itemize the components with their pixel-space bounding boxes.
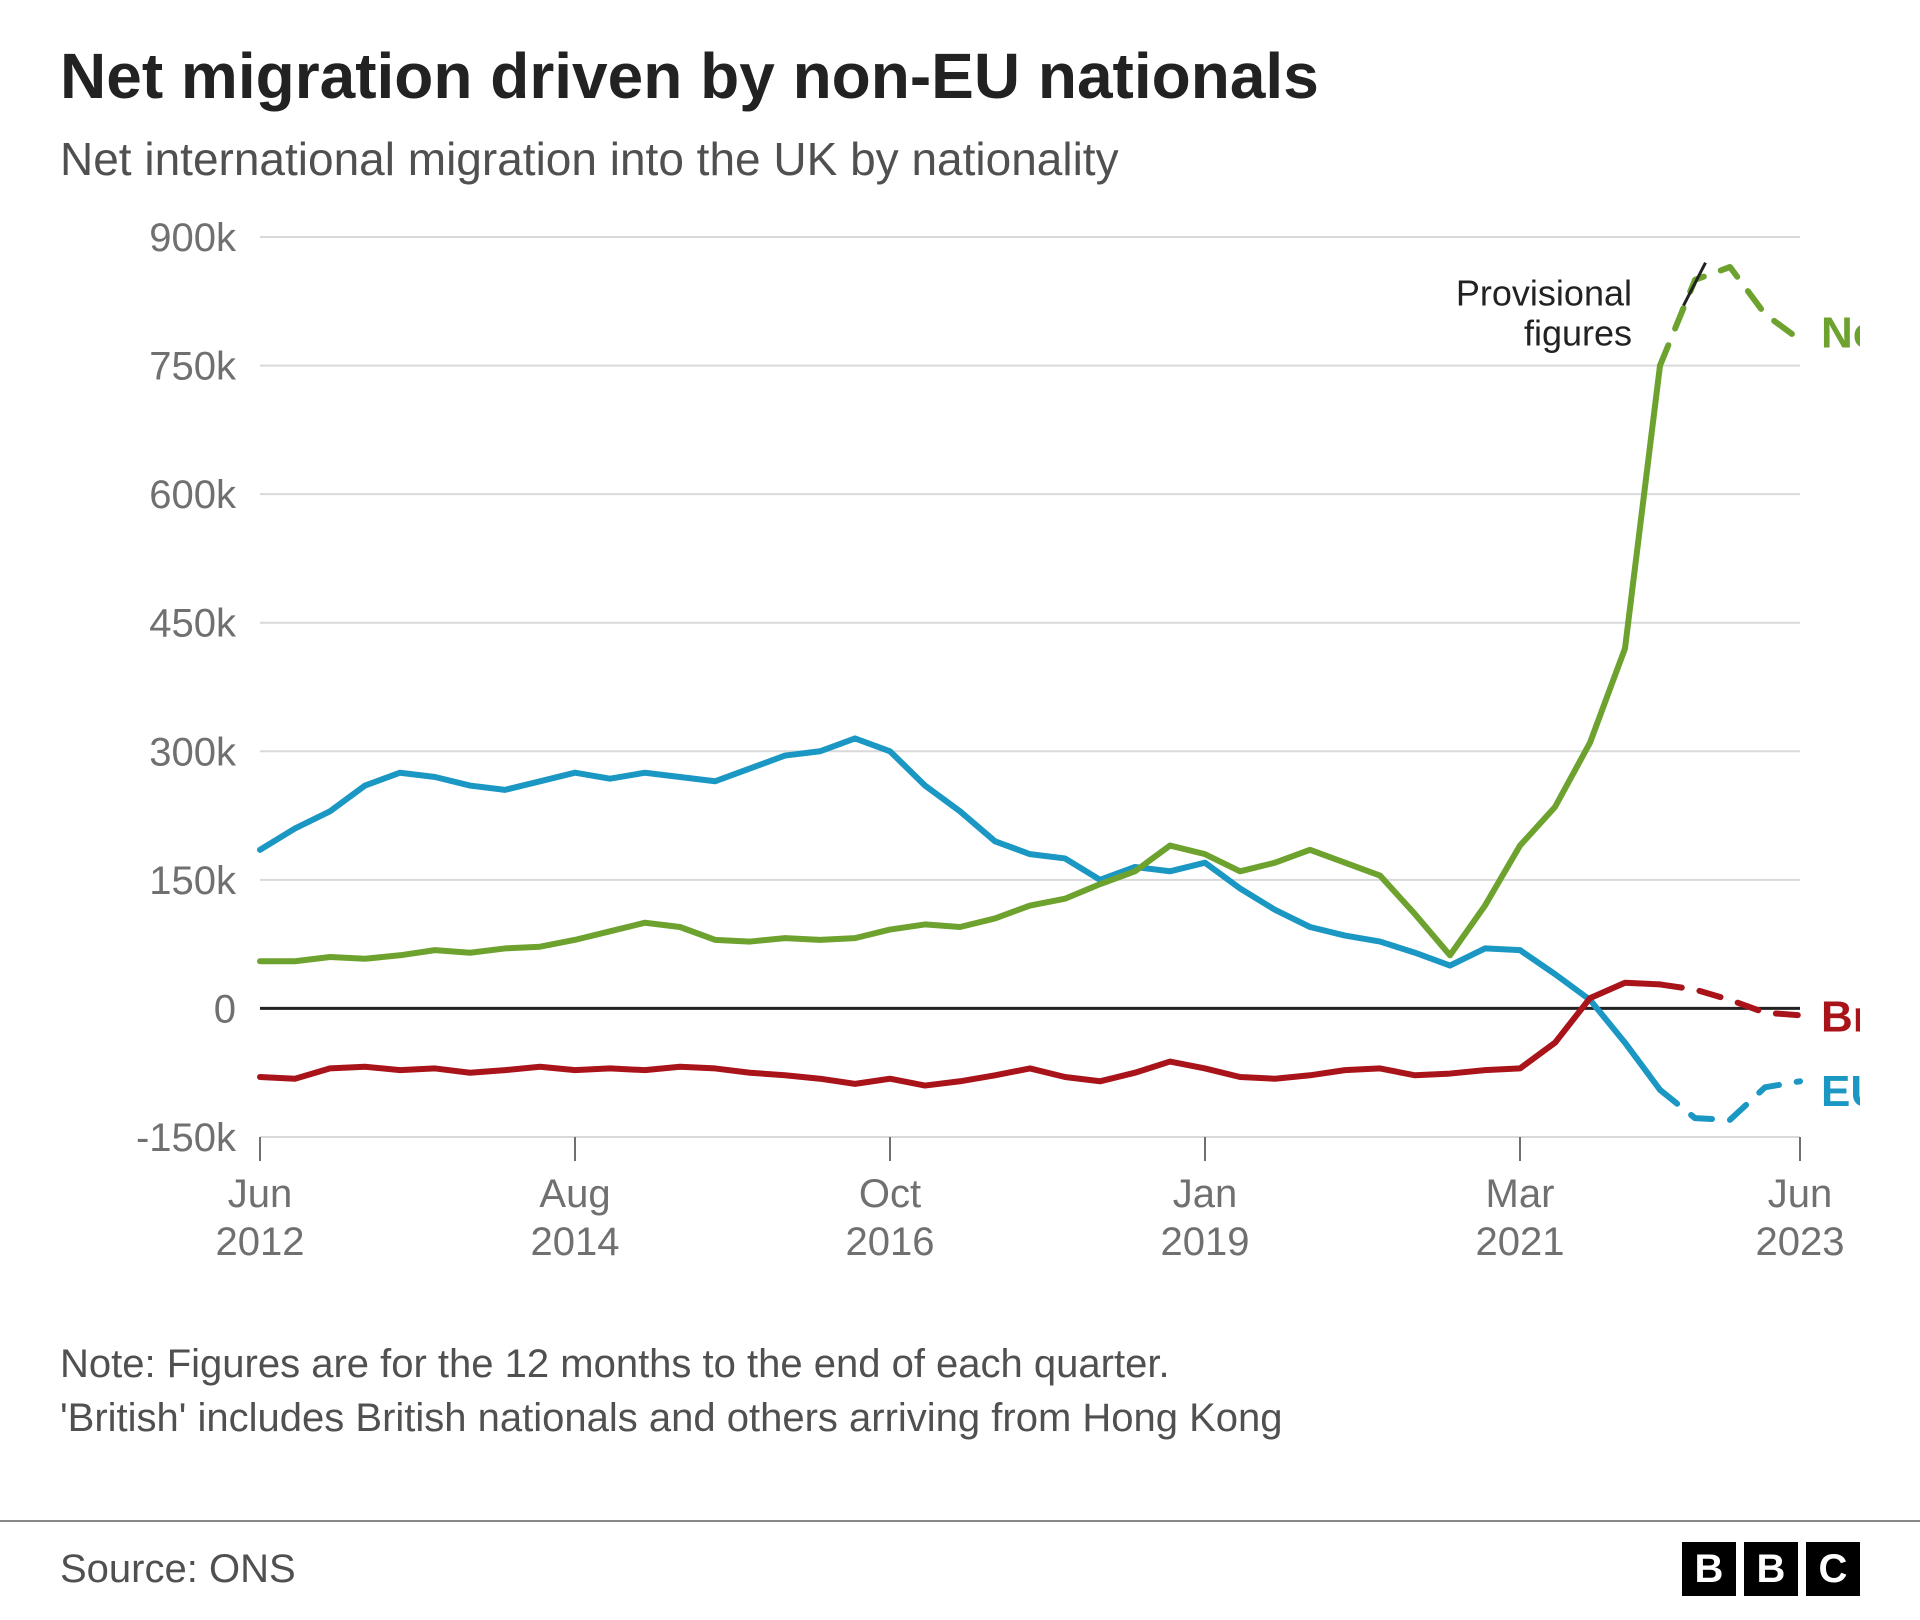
chart-container: Net migration driven by non-EU nationals… (0, 0, 1920, 1620)
x-axis-label: 2021 (1476, 1220, 1565, 1264)
chart-title: Net migration driven by non-EU nationals (60, 40, 1860, 114)
series-eu (260, 738, 1660, 1089)
plot-area: -150k0150k300k450k600k750k900kJun2012Aug… (60, 217, 1860, 1297)
series-eu-provisional (1660, 1081, 1800, 1120)
y-axis-label: 600k (149, 473, 237, 517)
note-line-2: 'British' includes British nationals and… (60, 1391, 1860, 1445)
series-non-eu-provisional (1660, 267, 1800, 366)
chart-svg: -150k0150k300k450k600k750k900kJun2012Aug… (60, 217, 1860, 1297)
x-axis-label: 2014 (531, 1220, 620, 1264)
bbc-logo-b2: B (1744, 1542, 1798, 1596)
y-axis-label: 450k (149, 601, 237, 645)
x-axis-label: 2019 (1161, 1220, 1250, 1264)
x-axis-label: Jun (228, 1172, 293, 1216)
x-axis-label: 2023 (1756, 1220, 1845, 1264)
series-label-non-eu: Non-EU (1821, 308, 1860, 357)
chart-subtitle: Net international migration into the UK … (60, 132, 1860, 187)
x-axis-label: 2012 (216, 1220, 305, 1264)
series-british-provisional (1660, 984, 1800, 1015)
y-axis-label: -150k (136, 1116, 237, 1160)
y-axis-label: 300k (149, 730, 237, 774)
x-axis-label: Aug (539, 1172, 610, 1216)
note-line-1: Note: Figures are for the 12 months to t… (60, 1337, 1860, 1391)
x-axis-label: 2016 (846, 1220, 935, 1264)
series-non-eu (260, 365, 1660, 961)
chart-note: Note: Figures are for the 12 months to t… (60, 1337, 1860, 1445)
provisional-tick-icon (1684, 262, 1706, 305)
y-axis-label: 900k (149, 217, 237, 260)
series-british (260, 982, 1660, 1085)
source-text: Source: ONS (60, 1547, 296, 1592)
provisional-annotation: Provisional (1456, 272, 1632, 313)
x-axis-label: Mar (1486, 1172, 1555, 1216)
chart-footer: Source: ONS B B C (0, 1520, 1920, 1596)
bbc-logo-c: C (1806, 1542, 1860, 1596)
y-axis-label: 750k (149, 344, 237, 388)
bbc-logo-b1: B (1682, 1542, 1736, 1596)
bbc-logo: B B C (1682, 1542, 1860, 1596)
x-axis-label: Jun (1768, 1172, 1833, 1216)
provisional-annotation-2: figures (1524, 312, 1632, 353)
x-axis-label: Jan (1173, 1172, 1238, 1216)
x-axis-label: Oct (859, 1172, 921, 1216)
series-label-british: British (1821, 992, 1860, 1041)
series-label-eu: EU (1821, 1067, 1860, 1116)
y-axis-label: 150k (149, 859, 237, 903)
y-axis-label: 0 (214, 987, 236, 1031)
